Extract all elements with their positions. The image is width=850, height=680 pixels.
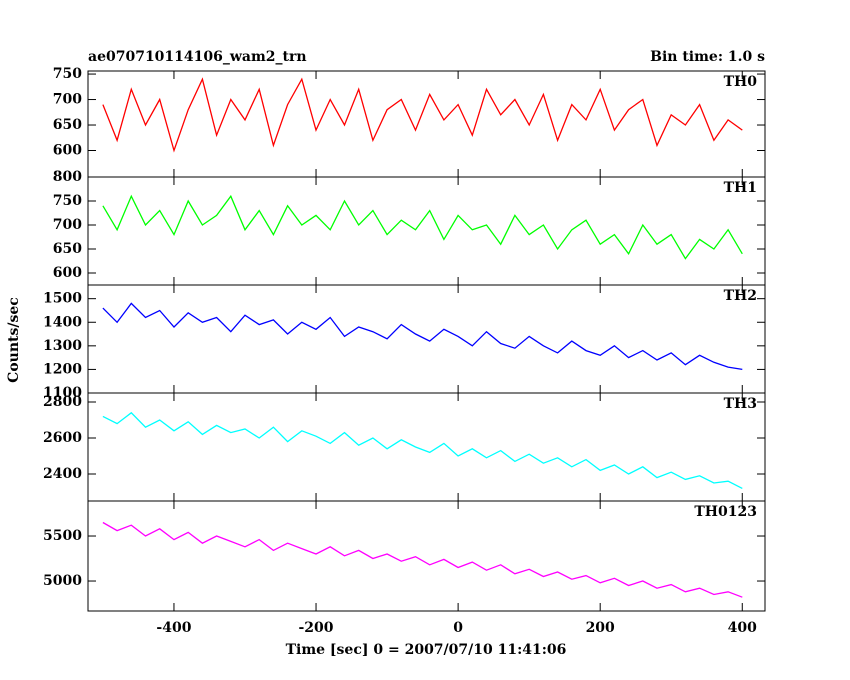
- y-tick-label: 2400: [43, 466, 82, 482]
- y-tick-label: 1400: [43, 314, 82, 330]
- y-tick-label: 2600: [43, 430, 82, 446]
- y-tick-label: 650: [53, 117, 82, 133]
- y-tick-label: 700: [53, 217, 82, 233]
- x-tick-label: -400: [156, 620, 191, 636]
- panel-frame: [87, 70, 766, 178]
- series-line: [102, 411, 743, 489]
- panel-label: TH3: [724, 396, 757, 412]
- panel-label: TH1: [724, 180, 757, 196]
- x-tick-label: 0: [453, 620, 463, 636]
- series-line: [102, 77, 743, 153]
- y-tick-label: 1300: [43, 338, 82, 354]
- y-tick-label: 1200: [43, 361, 82, 377]
- x-tick-label: -200: [299, 620, 334, 636]
- y-tick-label: 600: [53, 265, 82, 281]
- y-tick-label: 600: [53, 143, 82, 159]
- panel-label: TH0123: [694, 504, 757, 520]
- y-tick-label: 750: [53, 193, 82, 209]
- y-tick-label: 5000: [43, 573, 82, 589]
- chart-title: ae070710114106_wam2_trn: [88, 49, 307, 65]
- panel-label: TH2: [724, 288, 757, 304]
- x-tick-label: 200: [586, 620, 615, 636]
- panel-frame: [87, 176, 766, 286]
- x-axis-label: Time [sec] 0 = 2007/07/10 11:41:06: [286, 642, 567, 658]
- y-tick-label: 650: [53, 241, 82, 257]
- series-line: [102, 302, 743, 371]
- y-tick-label: 1500: [43, 291, 82, 307]
- y-axis-label: Counts/sec: [6, 297, 22, 383]
- y-tick-label: 750: [53, 66, 82, 82]
- y-tick-label: 5500: [43, 528, 82, 544]
- y-tick-label: 800: [53, 169, 82, 185]
- y-tick-label: 2800: [43, 394, 82, 410]
- y-tick-label: 1100: [43, 385, 82, 401]
- series-line: [102, 521, 743, 598]
- x-tick-label: 400: [728, 620, 757, 636]
- chart-subtitle: Bin time: 1.0 s: [650, 49, 765, 65]
- panel-label: TH0: [724, 74, 758, 90]
- series-line: [102, 194, 743, 260]
- y-tick-label: 700: [53, 92, 82, 108]
- panel-frame: [87, 392, 766, 502]
- panel-frame: [87, 500, 766, 612]
